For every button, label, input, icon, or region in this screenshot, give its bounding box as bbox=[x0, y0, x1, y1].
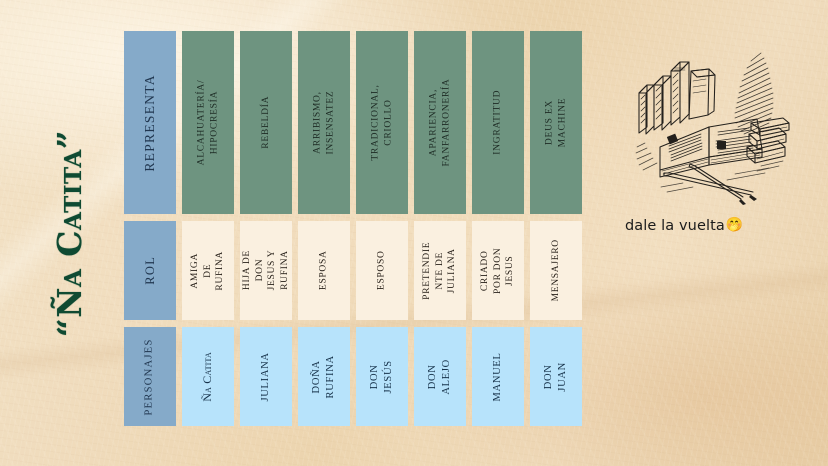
cell-representa-3[interactable]: TRADICIONAL, CRIOLLO bbox=[356, 31, 408, 214]
cell-text: DOÑA RUFINA bbox=[311, 354, 336, 399]
cell-text: TRADICIONAL, CRIOLLO bbox=[370, 84, 394, 161]
table-row-representa: REPRESENTA ALCAHUATERÍA/ HIPOCRESÍA REBE… bbox=[124, 31, 594, 214]
cell-rol-3[interactable]: ESPOSO bbox=[356, 221, 408, 320]
page-title: “Ña Catita” bbox=[50, 129, 90, 337]
cell-rol-0[interactable]: AMIGA DE RUFINA bbox=[182, 221, 234, 320]
cell-personaje-3[interactable]: DON JESÚS bbox=[356, 327, 408, 426]
cell-rol-6[interactable]: MENSAJERO bbox=[530, 221, 582, 320]
cell-representa-5[interactable]: INGRATITUD bbox=[472, 31, 524, 214]
cell-text: ARRIBISMO, INSENSATEZ bbox=[312, 90, 335, 155]
table-row-rol: ROL AMIGA DE RUFINA HIJA DE DON JESUS Y … bbox=[124, 221, 594, 320]
cell-text: CRIADO POR DON JESUS bbox=[480, 247, 516, 294]
row-header-label: REPRESENTA bbox=[142, 73, 158, 172]
cell-personaje-4[interactable]: DON ALEJO bbox=[414, 327, 466, 426]
cell-rol-5[interactable]: CRIADO POR DON JESUS bbox=[472, 221, 524, 320]
cell-rol-4[interactable]: PRETENDIE NTE DE JULIANA bbox=[414, 221, 466, 320]
cell-text: ESPOSO bbox=[376, 250, 387, 291]
cell-personaje-0[interactable]: Ña Catita bbox=[182, 327, 234, 426]
cell-text: MANUEL bbox=[492, 351, 504, 402]
cell-rol-1[interactable]: HIJA DE DON JESUS Y RUFINA bbox=[240, 221, 292, 320]
open-book-engraving-icon bbox=[623, 35, 808, 210]
cell-rol-2[interactable]: ESPOSA bbox=[298, 221, 350, 320]
caption-text: dale la vuelta bbox=[625, 218, 725, 234]
cell-text: DON ALEJO bbox=[427, 358, 452, 395]
cell-text: REBELDÍA bbox=[260, 96, 271, 149]
cell-representa-1[interactable]: REBELDÍA bbox=[240, 31, 292, 214]
row-header-rol: ROL bbox=[124, 221, 176, 320]
cell-text: DON JESÚS bbox=[369, 359, 394, 394]
hand-over-mouth-emoji-icon: 🤭 bbox=[725, 218, 744, 233]
cell-personaje-6[interactable]: DON JUAN bbox=[530, 327, 582, 426]
cell-personaje-5[interactable]: MANUEL bbox=[472, 327, 524, 426]
cell-text: INGRATITUD bbox=[492, 89, 503, 156]
cell-text: ESPOSA bbox=[318, 250, 329, 291]
cell-text: DEUS EX MACHINE bbox=[544, 97, 567, 148]
caption: dale la vuelta 🤭 bbox=[625, 218, 743, 234]
cell-text: AMIGA DE RUFINA bbox=[190, 250, 226, 291]
cell-personaje-1[interactable]: JULIANA bbox=[240, 327, 292, 426]
row-header-label: PERSONAJES bbox=[144, 337, 156, 416]
cell-text: ALCAHUATERÍA/ HIPOCRESÍA bbox=[196, 79, 219, 166]
cell-representa-2[interactable]: ARRIBISMO, INSENSATEZ bbox=[298, 31, 350, 214]
cell-text: HIJA DE DON JESUS Y RUFINA bbox=[241, 250, 290, 291]
row-header-label: ROL bbox=[142, 256, 157, 285]
cell-text: Ña Catita bbox=[200, 351, 215, 402]
cell-text: JULIANA bbox=[260, 351, 272, 402]
cell-text: PRETENDIE NTE DE JULIANA bbox=[422, 241, 458, 300]
cell-text: APARIENCIA, FANFARRONERÍA bbox=[428, 78, 451, 167]
row-header-personajes: PERSONAJES bbox=[124, 327, 176, 426]
cell-personaje-2[interactable]: DOÑA RUFINA bbox=[298, 327, 350, 426]
cell-representa-0[interactable]: ALCAHUATERÍA/ HIPOCRESÍA bbox=[182, 31, 234, 214]
cell-text: DON JUAN bbox=[543, 361, 568, 392]
characters-table: REPRESENTA ALCAHUATERÍA/ HIPOCRESÍA REBE… bbox=[124, 31, 594, 432]
table-row-personajes: PERSONAJES Ña Catita JULIANA DOÑA RUFINA… bbox=[124, 327, 594, 426]
cell-text: MENSAJERO bbox=[550, 239, 561, 302]
row-header-representa: REPRESENTA bbox=[124, 31, 176, 214]
slide-title-container: “Ña Catita” bbox=[18, 0, 122, 466]
cell-representa-4[interactable]: APARIENCIA, FANFARRONERÍA bbox=[414, 31, 466, 214]
cell-representa-6[interactable]: DEUS EX MACHINE bbox=[530, 31, 582, 214]
